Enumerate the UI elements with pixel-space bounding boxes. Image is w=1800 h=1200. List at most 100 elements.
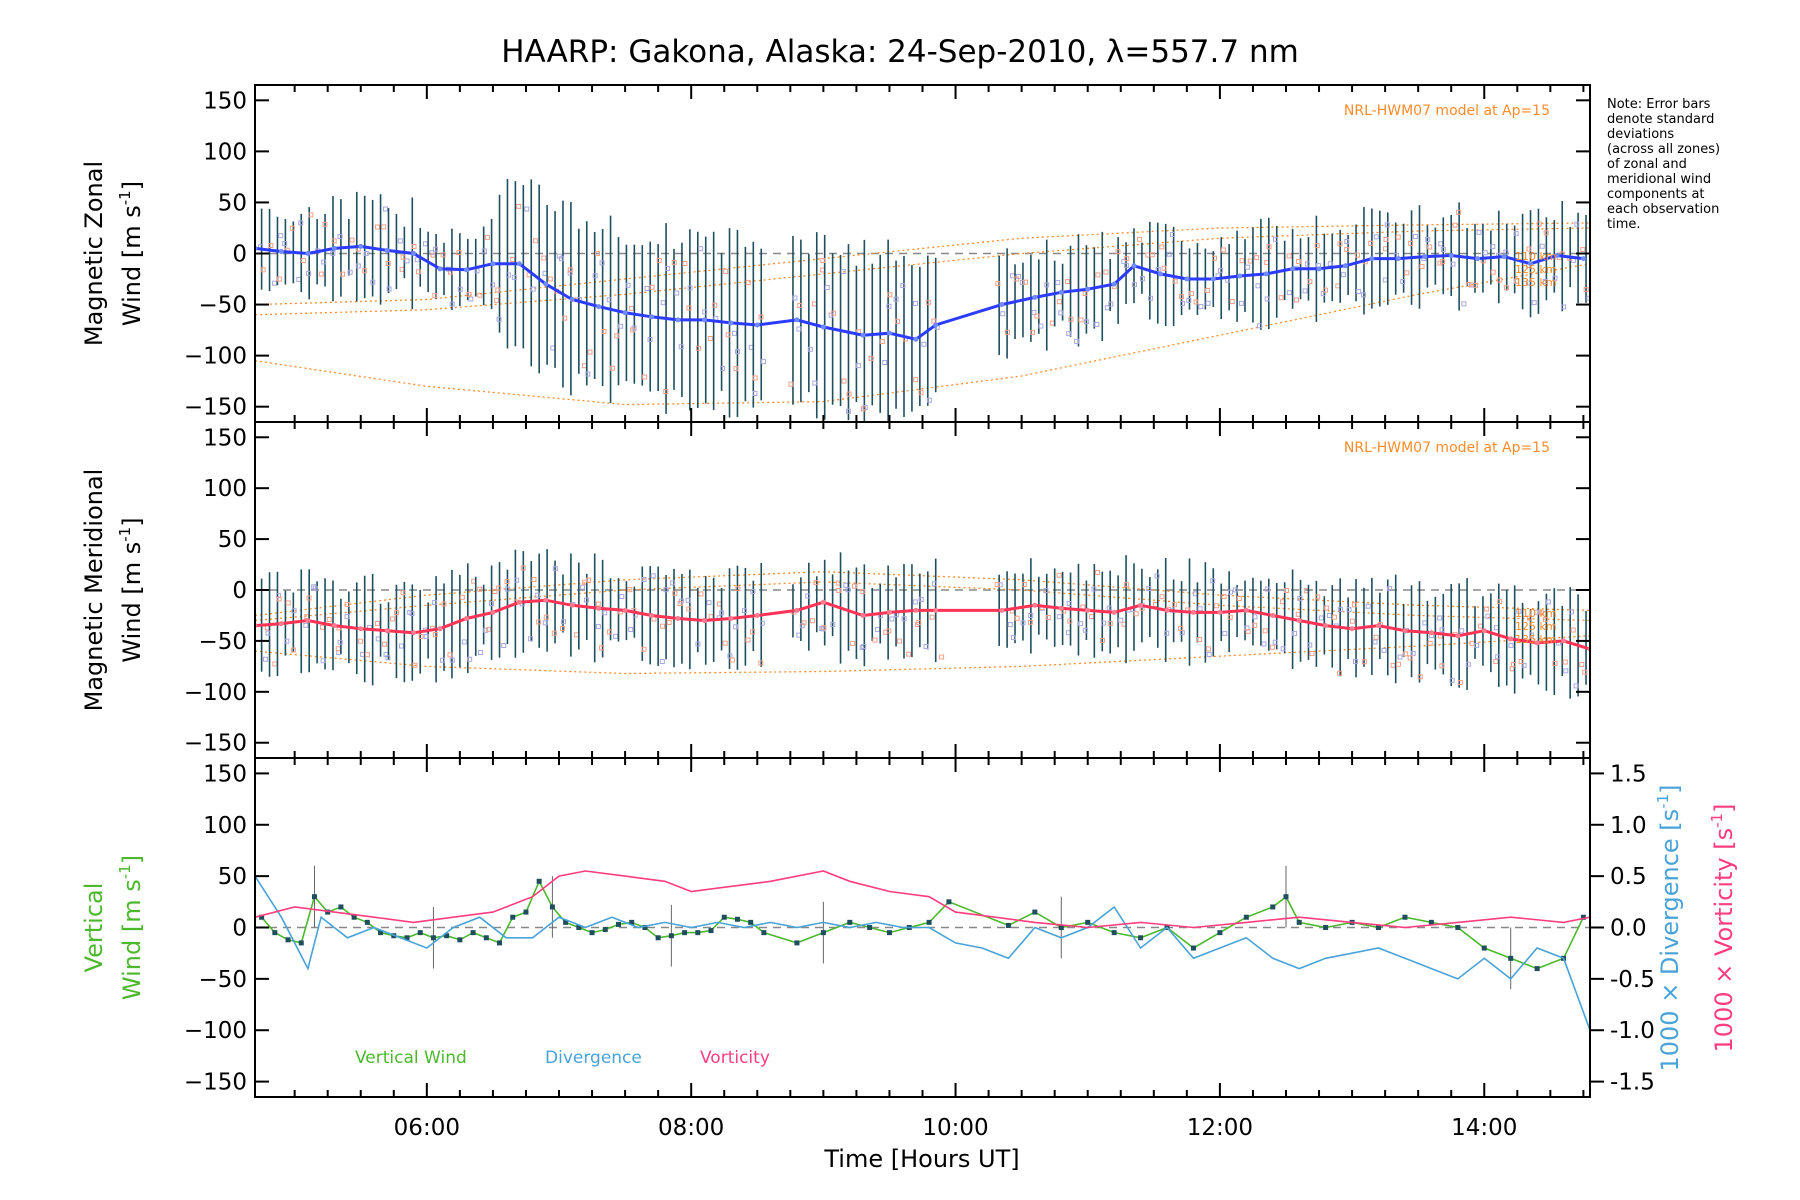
vertical-wind-point	[1376, 925, 1382, 930]
zone-point	[805, 593, 811, 599]
zone-point	[1038, 323, 1044, 329]
zonal-wind-point	[331, 245, 337, 251]
meridional-wind-point	[1190, 609, 1196, 615]
zone-point	[875, 627, 881, 633]
zone-point	[845, 587, 851, 593]
zone-point	[1238, 300, 1244, 306]
vertical-wind-point	[1481, 945, 1487, 951]
vertical-wind-point	[510, 914, 516, 920]
zonal-wind-point	[886, 330, 892, 336]
x-tick-label: 10:00	[922, 1115, 988, 1141]
zone-point	[1582, 669, 1588, 675]
zone-point	[496, 585, 502, 591]
meridional-wind-point	[490, 609, 496, 615]
zone-point	[344, 601, 350, 607]
zone-point	[630, 327, 636, 333]
meridional-wind-point	[933, 607, 939, 613]
zone-point	[1373, 634, 1379, 640]
zone-point	[1324, 605, 1330, 611]
zone-point	[1503, 285, 1509, 291]
meridional-wind-point	[569, 602, 575, 608]
zone-point	[1221, 594, 1227, 600]
zone-point	[1382, 277, 1388, 283]
zone-point	[1296, 259, 1302, 265]
zone-point	[1344, 246, 1350, 252]
meridional-wind-point	[1534, 640, 1540, 646]
vertical-wind-point	[364, 919, 370, 925]
zone-point	[1510, 662, 1516, 668]
zone-point	[449, 657, 455, 663]
y-tick-label: 0	[232, 242, 247, 268]
zone-point	[1497, 277, 1503, 283]
zone-point	[663, 587, 669, 593]
zone-point	[1266, 244, 1272, 250]
zone-point	[1068, 316, 1074, 322]
vertical-wind-point	[794, 940, 800, 946]
zone-point	[686, 305, 692, 311]
zone-point	[1543, 230, 1549, 236]
zone-point	[486, 626, 492, 632]
right-tick-label: 0.0	[1610, 916, 1647, 942]
zone-point	[1020, 620, 1026, 626]
zone-point	[1280, 646, 1286, 652]
note-line: of zonal and	[1607, 157, 1687, 172]
zone-point	[1123, 582, 1129, 588]
vertical-wind-point	[748, 919, 754, 925]
zone-point	[1440, 246, 1446, 252]
zone-point	[841, 378, 847, 384]
zone-point	[1247, 258, 1253, 264]
vertical-wind-point	[483, 935, 489, 941]
zone-point	[528, 636, 534, 642]
zone-point	[695, 641, 701, 647]
note-line: each observation	[1607, 202, 1719, 217]
meridional-wind-point	[701, 618, 707, 624]
zone-point	[1516, 608, 1522, 614]
zone-point	[541, 255, 547, 261]
zone-point	[613, 633, 619, 639]
model-altitude-label: 110 km	[1515, 607, 1557, 620]
zone-point	[312, 585, 318, 591]
zone-point	[432, 246, 438, 252]
zone-point	[457, 286, 463, 292]
zone-point	[467, 656, 473, 662]
zone-point	[1027, 619, 1033, 625]
zone-point	[363, 251, 369, 257]
zone-point	[404, 258, 410, 264]
zone-point	[1245, 629, 1251, 635]
zone-point	[415, 269, 421, 275]
zonal-wind-point	[1058, 289, 1064, 295]
y-tick-label: −150	[184, 731, 247, 757]
meridional-wind-point	[675, 616, 681, 622]
zone-point	[1518, 659, 1524, 665]
zone-point	[374, 620, 380, 626]
zone-point	[1172, 278, 1178, 284]
vertical-wind-point	[820, 930, 826, 936]
zone-point	[296, 276, 302, 282]
zone-point	[1521, 662, 1527, 668]
zone-point	[1568, 609, 1574, 615]
zone-point	[1384, 222, 1390, 228]
zonal-wind-point	[1369, 256, 1375, 262]
zone-point	[1539, 243, 1545, 249]
zone-point	[1284, 587, 1290, 593]
vertical-wind-point	[444, 933, 450, 939]
zone-point	[1044, 282, 1050, 288]
zone-point	[1217, 267, 1223, 273]
meridional-wind-point	[820, 599, 826, 605]
zone-point	[1058, 310, 1064, 316]
zone-point	[1295, 611, 1301, 617]
right-tick-label: 1.0	[1610, 813, 1647, 839]
zone-point	[320, 624, 326, 630]
zone-point	[1188, 290, 1194, 296]
zone-point	[481, 248, 487, 254]
zone-point	[1356, 288, 1362, 294]
zone-point	[1045, 615, 1051, 621]
zonal-wind-point	[596, 304, 602, 310]
zone-point	[1204, 287, 1210, 293]
zone-point	[432, 632, 438, 638]
zone-point	[432, 293, 438, 299]
zone-point	[659, 659, 665, 665]
zone-point	[1186, 297, 1192, 303]
vertical-wind-point	[1058, 925, 1064, 930]
zonal-wind-point	[305, 251, 311, 256]
